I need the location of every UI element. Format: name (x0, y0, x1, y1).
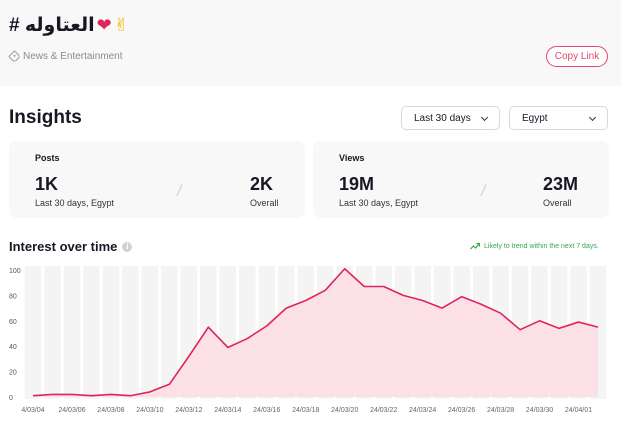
tag-icon (8, 50, 21, 63)
interest-title-text: Interest over time (9, 239, 118, 254)
posts-overall-value: 2K (250, 174, 274, 194)
posts-period-label: Last 30 days, Egypt (35, 198, 115, 208)
views-period-label: Last 30 days, Egypt (339, 198, 419, 208)
chart-x-tick-label: 24/03/08 (97, 407, 124, 414)
chart-x-tick-label: 24/03/18 (292, 407, 319, 414)
chart-x-tick-label: 24/03/20 (331, 407, 358, 414)
chart-day-column (63, 266, 81, 399)
trending-up-icon (470, 242, 480, 250)
chart-x-tick-label: 24/03/14 (214, 407, 241, 414)
chart-y-tick-label: 20 (9, 370, 17, 377)
info-icon[interactable]: i (122, 241, 133, 252)
chart-x-tick-label: 24/03/06 (58, 407, 85, 414)
category-text: News & Entertainment (23, 51, 123, 62)
insights-title: Insights (9, 107, 82, 128)
chart-y-tick-label: 0 (9, 395, 13, 402)
views-overall-value: 23M (543, 174, 579, 194)
chart-x-tick-label: 24/03/28 (487, 407, 514, 414)
date-range-value: Last 30 days (414, 112, 471, 124)
posts-overall-label: Overall (250, 198, 279, 208)
chart-x-tick-label: 24/03/16 (253, 407, 280, 414)
chart-x-tick-label: 24/03/26 (448, 407, 475, 414)
chart-day-column (24, 266, 42, 399)
date-range-select[interactable]: Last 30 days (401, 106, 500, 130)
chart-series-line (32, 267, 599, 397)
chart-y-tick-label: 40 (9, 344, 17, 351)
posts-period-value: 1K (35, 174, 59, 194)
chart-y-tick-label: 100 (9, 268, 21, 275)
trend-note-text: Likely to trend within the next 7 days. (484, 242, 599, 250)
hashtag-text: # العتاوله (9, 15, 95, 36)
views-label: Views (339, 153, 365, 163)
divider-slash (176, 184, 183, 196)
chart-day-column (161, 266, 178, 399)
chart-x-tick-label: 24/03/12 (175, 407, 202, 414)
chart-area-fill (33, 268, 598, 397)
chart-day-column (44, 266, 61, 399)
posts-card: Posts 1K Last 30 days, Egypt 2K Overall (9, 141, 305, 218)
chevron-down-icon (588, 113, 597, 122)
hashtag-title: # العتاوله ❤ ✌ (9, 14, 129, 37)
copy-link-button[interactable]: Copy Link (546, 46, 608, 67)
category-label: News & Entertainment (8, 50, 123, 63)
chart-x-tick-label: 4/03/04 (21, 407, 44, 414)
chart-y-tick-label: 80 (9, 293, 17, 300)
chart-x-tick-label: 24/03/10 (136, 407, 163, 414)
victory-hand-emoji-icon: ✌ (113, 15, 129, 36)
heart-emoji-icon: ❤ (96, 15, 112, 36)
posts-label: Posts (35, 153, 60, 163)
chart-x-tick-label: 24/03/30 (526, 407, 553, 414)
trend-note: Likely to trend within the next 7 days. (470, 242, 599, 250)
country-value: Egypt (522, 112, 548, 124)
chart-y-tick-label: 60 (9, 319, 17, 326)
chart-x-tick-label: 24/03/22 (370, 407, 397, 414)
chart-x-tick-label: 24/03/24 (409, 407, 436, 414)
views-overall-label: Overall (543, 198, 572, 208)
interest-chart: 0 20 40 60 80 100 4/03/04 24/03/06 24/03/08 24/03… (9, 266, 607, 414)
chart-day-column (102, 266, 120, 399)
chart-day-column (141, 266, 159, 399)
chart-day-column (122, 266, 139, 399)
views-period-value: 19M (339, 174, 375, 194)
chevron-down-icon (480, 113, 489, 122)
divider-slash (480, 184, 487, 196)
hashtag-header: # العتاوله ❤ ✌ News & Entertainment Copy… (0, 0, 621, 86)
interest-over-time-title: Interest over time i (9, 239, 133, 254)
views-card: Views 19M Last 30 days, Egypt 23M Overal… (313, 141, 609, 218)
chart-x-tick-label: 24/04/01 (565, 407, 592, 414)
chart-day-column (83, 266, 100, 399)
country-select[interactable]: Egypt (509, 106, 608, 130)
